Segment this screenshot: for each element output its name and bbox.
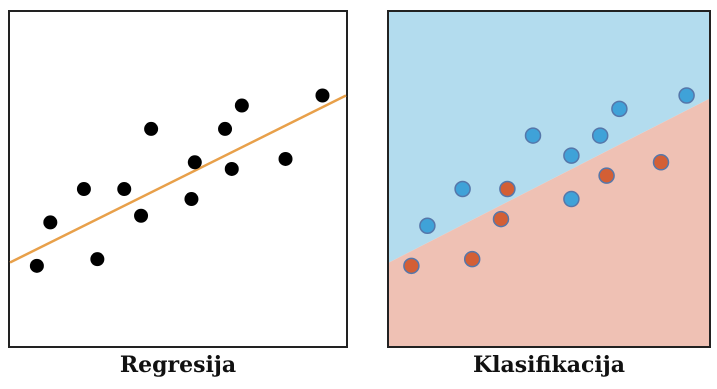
data-point xyxy=(278,151,293,166)
classification-plot xyxy=(387,10,711,348)
regression-plot xyxy=(8,10,348,348)
data-point xyxy=(76,182,91,197)
class-region-blue xyxy=(389,12,709,263)
blue-point xyxy=(524,127,542,144)
blue-point xyxy=(419,217,436,235)
data-point xyxy=(29,258,44,273)
plot-frame xyxy=(387,10,711,348)
blue-point xyxy=(454,180,471,198)
data-point xyxy=(43,215,58,230)
regression-caption: Regresija xyxy=(119,352,237,378)
data-point xyxy=(234,98,249,113)
data-point xyxy=(134,208,149,223)
blue-point xyxy=(678,87,695,104)
data-point xyxy=(117,182,132,197)
blue-point xyxy=(611,100,628,118)
blue-point xyxy=(563,190,580,208)
regression-line xyxy=(9,94,347,264)
blue-point xyxy=(563,147,580,164)
data-point xyxy=(187,155,202,170)
data-point xyxy=(184,192,199,207)
data-point xyxy=(144,121,159,136)
classification-chart xyxy=(387,10,711,348)
data-point xyxy=(218,121,233,136)
classification-caption: Klasifikacija xyxy=(473,352,625,378)
data-point xyxy=(315,88,330,103)
data-point xyxy=(90,252,105,267)
red-point xyxy=(403,257,420,275)
class-region-red xyxy=(389,98,709,346)
red-point xyxy=(463,250,481,268)
red-point xyxy=(499,180,516,198)
red-point xyxy=(652,154,670,171)
red-point xyxy=(598,167,615,184)
blue-point xyxy=(591,127,609,144)
red-point xyxy=(492,210,510,228)
data-point xyxy=(224,161,239,176)
regression-chart xyxy=(8,10,348,348)
